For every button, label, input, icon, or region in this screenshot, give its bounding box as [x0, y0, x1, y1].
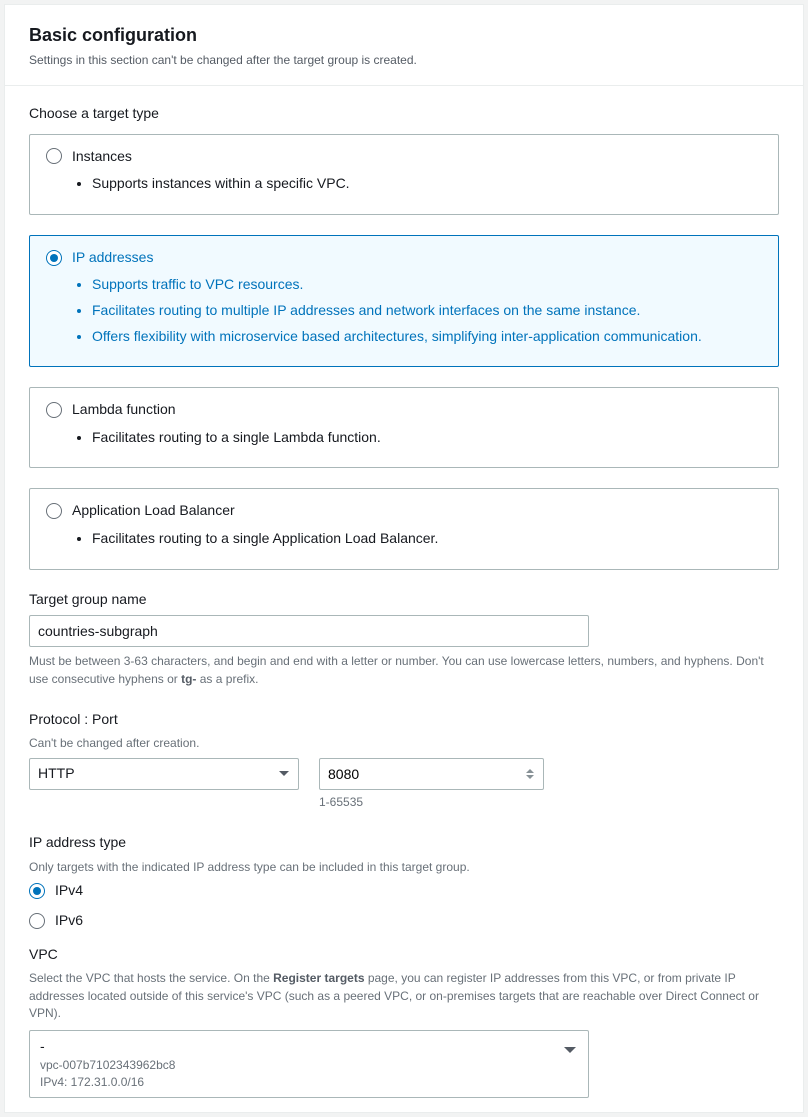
vpc-select[interactable]: - vpc-007b7102343962bc8 IPv4: 172.31.0.0…: [29, 1030, 589, 1097]
protocol-port-label: Protocol : Port: [29, 710, 779, 730]
target-type-option-alb[interactable]: Application Load Balancer Facilitates ro…: [29, 488, 779, 569]
chevron-down-icon: [564, 1047, 576, 1053]
panel-header: Basic configuration Settings in this sec…: [5, 5, 803, 86]
protocol-port-sublabel: Can't be changed after creation.: [29, 735, 779, 752]
vpc-select-cidr: IPv4: 172.31.0.0/16: [40, 1074, 558, 1091]
target-group-name-input[interactable]: [29, 615, 589, 647]
panel-body: Choose a target type Instances Supports …: [5, 86, 803, 1112]
vpc-select-name: -: [40, 1037, 558, 1057]
number-stepper-icon[interactable]: [522, 764, 538, 784]
target-type-option-lambda[interactable]: Lambda function Facilitates routing to a…: [29, 387, 779, 468]
protocol-select[interactable]: HTTP: [29, 758, 299, 790]
ip-type-option-ipv4[interactable]: IPv4: [29, 881, 779, 901]
ip-type-option-label: IPv4: [55, 881, 83, 901]
ip-type-label: IP address type: [29, 833, 779, 853]
option-bullet: Offers flexibility with microservice bas…: [92, 327, 762, 347]
option-bullet: Facilitates routing to a single Applicat…: [92, 529, 762, 549]
radio-icon: [29, 883, 45, 899]
option-bullet: Facilitates routing to a single Lambda f…: [92, 428, 762, 448]
option-bullet: Supports traffic to VPC resources.: [92, 275, 762, 295]
option-title: Lambda function: [72, 400, 176, 420]
panel-title: Basic configuration: [29, 23, 779, 48]
target-type-option-instances[interactable]: Instances Supports instances within a sp…: [29, 134, 779, 215]
radio-icon: [46, 148, 62, 164]
option-bullet: Facilitates routing to multiple IP addre…: [92, 301, 762, 321]
vpc-sublabel: Select the VPC that hosts the service. O…: [29, 970, 779, 1022]
radio-icon: [46, 402, 62, 418]
radio-icon: [46, 503, 62, 519]
protocol-value: HTTP: [38, 764, 75, 784]
target-type-label: Choose a target type: [29, 104, 779, 124]
option-title: Application Load Balancer: [72, 501, 235, 521]
ip-type-sublabel: Only targets with the indicated IP addre…: [29, 859, 779, 876]
option-title: Instances: [72, 147, 132, 167]
panel-subtitle: Settings in this section can't be change…: [29, 52, 779, 69]
port-help: 1-65535: [319, 794, 544, 811]
basic-configuration-panel: Basic configuration Settings in this sec…: [4, 4, 804, 1113]
chevron-down-icon: [279, 771, 289, 776]
target-type-options: Instances Supports instances within a sp…: [29, 134, 779, 570]
radio-icon: [46, 250, 62, 266]
radio-icon: [29, 913, 45, 929]
ip-type-option-ipv6[interactable]: IPv6: [29, 911, 779, 931]
ip-type-option-label: IPv6: [55, 911, 83, 931]
target-group-name-label: Target group name: [29, 590, 779, 610]
port-input[interactable]: [319, 758, 544, 790]
vpc-label: VPC: [29, 945, 779, 965]
target-group-name-help: Must be between 3-63 characters, and beg…: [29, 653, 779, 688]
target-type-option-ip-addresses[interactable]: IP addresses Supports traffic to VPC res…: [29, 235, 779, 367]
option-title: IP addresses: [72, 248, 153, 268]
option-bullet: Supports instances within a specific VPC…: [92, 174, 762, 194]
